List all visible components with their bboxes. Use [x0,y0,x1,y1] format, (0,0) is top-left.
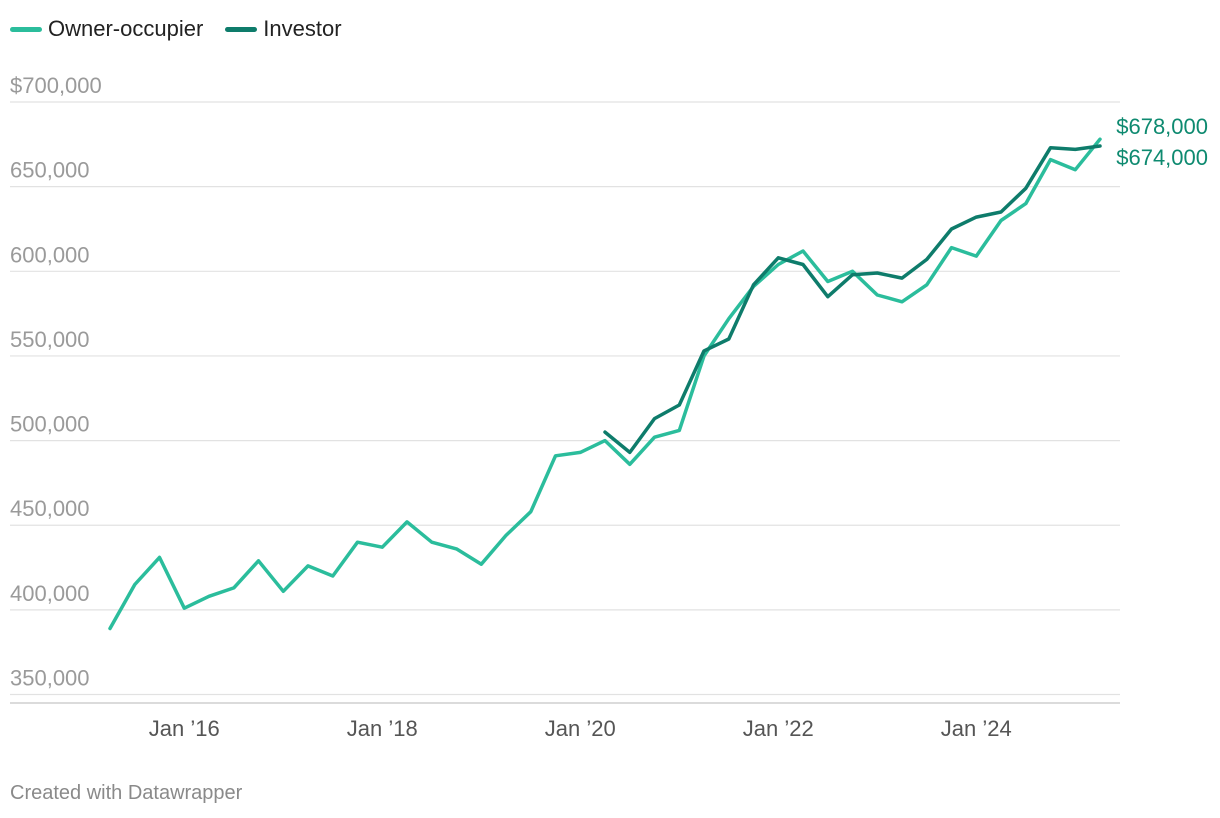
footer-credit: Created with Datawrapper [10,782,243,804]
y-tick-label: 450,000 [10,496,90,521]
legend-swatch-owner-occupier [10,26,42,32]
y-tick-label: 500,000 [10,412,90,437]
y-tick-label: 600,000 [10,242,90,267]
y-tick-label: 350,000 [10,666,90,691]
x-tick-label: Jan ’20 [545,716,616,741]
y-tick-label: 400,000 [10,581,90,606]
x-tick-label: Jan ’24 [941,716,1012,741]
legend-label-owner-occupier: Owner-occupier [48,16,204,41]
series-line-investor [603,144,1102,455]
series-line-owner-occupier [108,137,1102,631]
x-tick-label: Jan ’22 [743,716,814,741]
legend-swatch-investor [225,26,258,32]
x-tick-label: Jan ’16 [149,716,220,741]
x-tick-label: Jan ’18 [347,716,418,741]
end-label-owner-occupier: $678,000 [1116,114,1208,139]
y-tick-label: 650,000 [10,158,90,183]
y-tick-label: $700,000 [10,73,102,98]
y-tick-label: 550,000 [10,327,90,352]
legend-label-investor: Investor [263,16,342,41]
legend: Owner-occupier Investor [10,16,342,42]
legend-item-owner-occupier: Owner-occupier [10,16,203,42]
end-label-investor: $674,000 [1116,145,1208,170]
legend-item-investor: Investor [225,16,342,42]
